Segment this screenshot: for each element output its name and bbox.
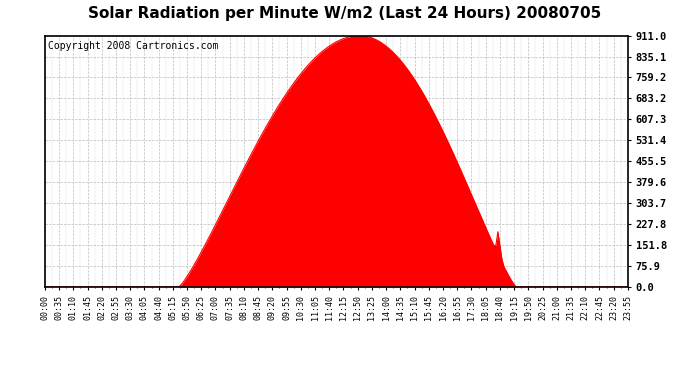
Text: Solar Radiation per Minute W/m2 (Last 24 Hours) 20080705: Solar Radiation per Minute W/m2 (Last 24… bbox=[88, 6, 602, 21]
Text: Copyright 2008 Cartronics.com: Copyright 2008 Cartronics.com bbox=[48, 40, 218, 51]
